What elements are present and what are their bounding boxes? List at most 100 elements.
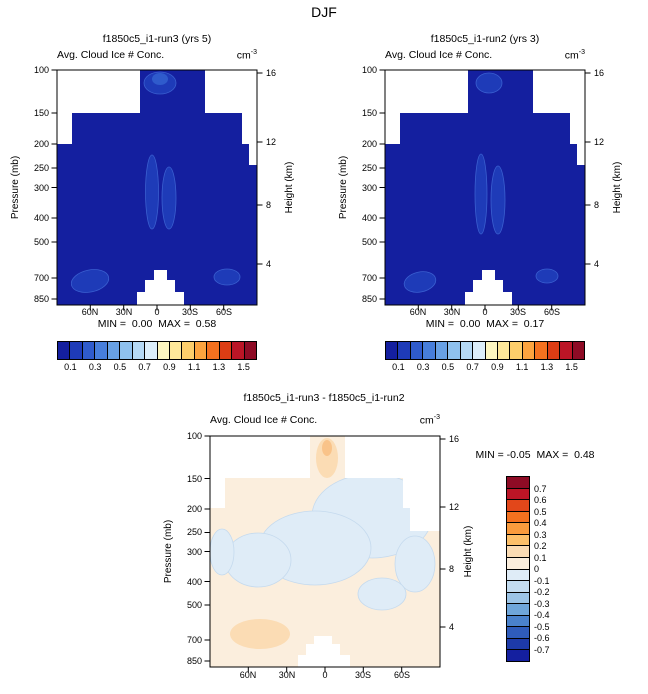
colorbar-cell [168,342,182,359]
colorbar-cell [507,477,529,488]
panel2-minmax: MIN = 0.00 MAX = 0.17 [425,318,545,330]
panel3-colorbar: 0.7 0.6 0.5 0.4 0.3 0.2 0.1 0 -0.1 -0.2 -0.3 -0.4 -0… [506,476,550,662]
pressure-axis-title: Pressure (mb) [338,156,349,219]
contour-lobe-north [403,271,437,293]
latitude-axis-ticks [247,667,403,673]
panel3-title: f1850c5_i1-run3 - f1850c5_i1-run2 [243,392,405,404]
colorbar-cell [496,342,510,359]
colorbar-cell [206,342,219,359]
panel3-units-base: cm [419,414,434,427]
colorbar-cell [507,545,529,557]
panel3-variable-label: Avg. Cloud Ice # Conc. [210,414,318,426]
colorbar-cell [459,342,473,359]
pressure-axis-title: Pressure (mb) [163,520,174,583]
svg-text:500: 500 [362,237,377,247]
panel1-minmax: MIN = 0.00 MAX = 0.58 [97,318,217,330]
colorbar-label: 0.1 [64,362,77,372]
colorbar-label: 1.5 [565,362,578,372]
svg-text:16: 16 [594,68,604,78]
colorbar-label: 1.3 [540,362,554,372]
svg-text:60N: 60N [240,670,257,680]
colorbar-cell [507,614,529,627]
colorbar-cell [507,510,529,523]
colorbar-cell [106,342,120,359]
svg-text:30N: 30N [444,307,461,317]
colorbar-label: 0.5 [113,362,127,372]
colorbar-cell [58,342,70,359]
panel1-units-base: cm [236,49,251,62]
colorbar-cell [81,342,95,359]
svg-text:850: 850 [34,294,49,304]
height-axis-title: Height (km) [612,162,623,214]
svg-text:100: 100 [187,431,202,441]
svg-text:16: 16 [266,68,276,78]
svg-text:4: 4 [594,259,599,269]
svg-text:12: 12 [449,502,459,512]
colorbar-cell [243,342,256,359]
colorbar-cell [571,342,584,359]
colorbar-cell [69,342,82,359]
height-tick-labels: 16 12 8 4 [594,68,604,269]
colorbar-label: 0.7 [138,362,151,372]
svg-text:500: 500 [34,237,49,247]
panel2-subtitle-row: Avg. Cloud Ice # Conc. cm-3 [385,49,585,62]
latitude-axis-ticks [417,305,553,311]
latitude-tick-labels: 60N 30N 0 30S 60S [240,670,410,680]
svg-text:0: 0 [482,307,487,317]
svg-text:4: 4 [266,259,271,269]
svg-text:250: 250 [362,163,377,173]
colorbar-cell [447,342,460,359]
svg-text:300: 300 [34,183,49,193]
svg-text:16: 16 [449,434,459,444]
colorbar-label: 0.9 [491,362,504,372]
panel3-minmax: MIN = -0.05 MAX = 0.48 [475,449,595,461]
contour-lobe-south [535,268,559,284]
height-axis-title: Height (km) [463,526,474,578]
season-title: DJF [311,4,337,20]
panel1-colorbar: 0.1 0.3 0.5 0.7 0.9 1.1 1.3 1.5 [57,341,257,372]
latitude-tick-labels: 60N 30N 0 30S 60S [82,307,232,317]
pressure-axis-title: Pressure (mb) [10,156,21,219]
difference-field [210,436,440,667]
svg-text:400: 400 [362,213,377,223]
panel3-units: cm-3 [420,414,440,427]
contour-upper-column [475,72,503,94]
svg-text:700: 700 [34,273,49,283]
svg-text:60S: 60S [394,670,410,680]
svg-text:60N: 60N [410,307,427,317]
panel2-plot-area [379,69,591,311]
missing-region-topleft [385,70,468,144]
svg-text:100: 100 [362,65,377,75]
diff-positive-column-core [322,440,332,456]
colorbar-label: 0.2 [534,541,547,551]
colorbar-cell [422,342,435,359]
colorbar-label: -0.4 [534,610,550,620]
colorbar-label: 0.1 [392,362,405,372]
colorbar-label: 1.1 [515,362,529,372]
diff-negative-patch [210,528,235,576]
colorbar-label: -0.5 [534,621,550,632]
panel2-variable-label: Avg. Cloud Ice # Conc. [385,49,493,61]
colorbar-cell [386,342,398,359]
colorbar-cell [507,499,529,511]
panel1-variable-label: Avg. Cloud Ice # Conc. [57,49,165,61]
colorbar-cell [193,342,207,359]
colorbar-label: 0.5 [534,506,547,517]
height-tick-labels: 16 12 8 4 [266,68,276,269]
svg-text:12: 12 [594,137,604,147]
colorbar-cell [534,342,547,359]
svg-text:850: 850 [187,656,202,666]
panel1-units: cm-3 [237,49,257,62]
colorbar-label: -0.2 [534,587,550,597]
colorbar-label: 0.9 [163,362,176,372]
svg-text:700: 700 [362,273,377,283]
svg-text:400: 400 [34,213,49,223]
missing-region-surface [137,270,184,305]
panel1-units-exponent: -3 [250,49,257,56]
pressure-axis-ticks [204,435,210,662]
colorbar-cell [144,342,157,359]
colorbar-cell [434,342,448,359]
colorbar-label: 0.4 [534,518,547,528]
colorbar-label: 0.3 [88,362,102,372]
colorbar-label: 0.5 [441,362,455,372]
